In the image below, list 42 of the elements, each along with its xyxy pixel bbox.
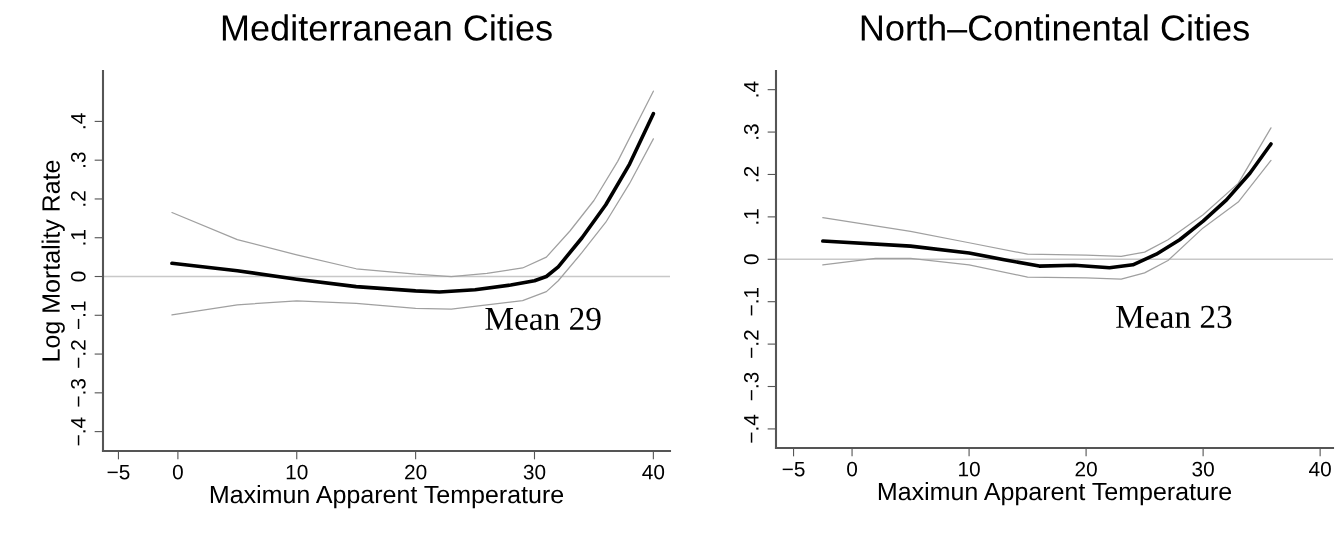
y-tick-label: 0 <box>743 254 759 265</box>
annotation: Mean 23 <box>1116 305 1232 329</box>
y-axis-title: Log Mortality Rate <box>41 160 65 361</box>
y-tick-label: .3 <box>743 124 759 139</box>
x-tick-label: −5 <box>107 464 130 480</box>
y-tick-label: −.1 <box>744 287 759 316</box>
x-tick-label: 0 <box>847 461 858 477</box>
y-tick-label: 0 <box>70 271 86 282</box>
x-tick-label: 40 <box>1309 461 1331 477</box>
y-tick-label: −.2 <box>743 330 759 358</box>
y-tick-label: .1 <box>744 209 759 224</box>
x-tick-label: 20 <box>405 464 427 480</box>
line-series <box>170 111 656 294</box>
x-tick-label: 40 <box>642 464 665 480</box>
line-series <box>821 142 1273 270</box>
line-series <box>822 127 1272 257</box>
x-tick-label: 20 <box>1075 461 1097 477</box>
y-tick-label: −.2 <box>70 340 86 368</box>
x-axis-title: Maximun Apparent Temperature <box>878 482 1232 506</box>
annotation: Mean 29 <box>485 307 601 331</box>
x-tick-label: 10 <box>286 464 308 480</box>
y-tick-label: .4 <box>744 81 759 97</box>
y-tick-label: .3 <box>70 152 86 167</box>
y-tick-label: .2 <box>70 191 86 206</box>
x-tick-label: 0 <box>172 464 183 480</box>
y-tick-label: −.4 <box>744 414 759 443</box>
x-tick-label: 30 <box>1192 461 1214 477</box>
y-tick-label: −.1 <box>71 301 86 330</box>
x-tick-label: 30 <box>523 464 546 480</box>
y-tick-label: .1 <box>71 230 86 245</box>
y-tick-label: −.3 <box>743 372 759 401</box>
chart-title: North–Continental Cities <box>861 14 1249 41</box>
x-tick-label: −5 <box>782 461 805 477</box>
chart-title: Mediterranean Cities <box>222 14 552 41</box>
y-tick-label: .4 <box>71 113 86 129</box>
x-tick-label: 10 <box>959 461 980 477</box>
y-tick-label: −.3 <box>70 378 86 407</box>
line-series <box>171 90 654 278</box>
line-series <box>822 159 1272 280</box>
x-axis-title: Maximun Apparent Temperature <box>210 485 564 509</box>
y-tick-label: −.4 <box>71 417 86 446</box>
y-tick-label: .2 <box>743 166 759 182</box>
